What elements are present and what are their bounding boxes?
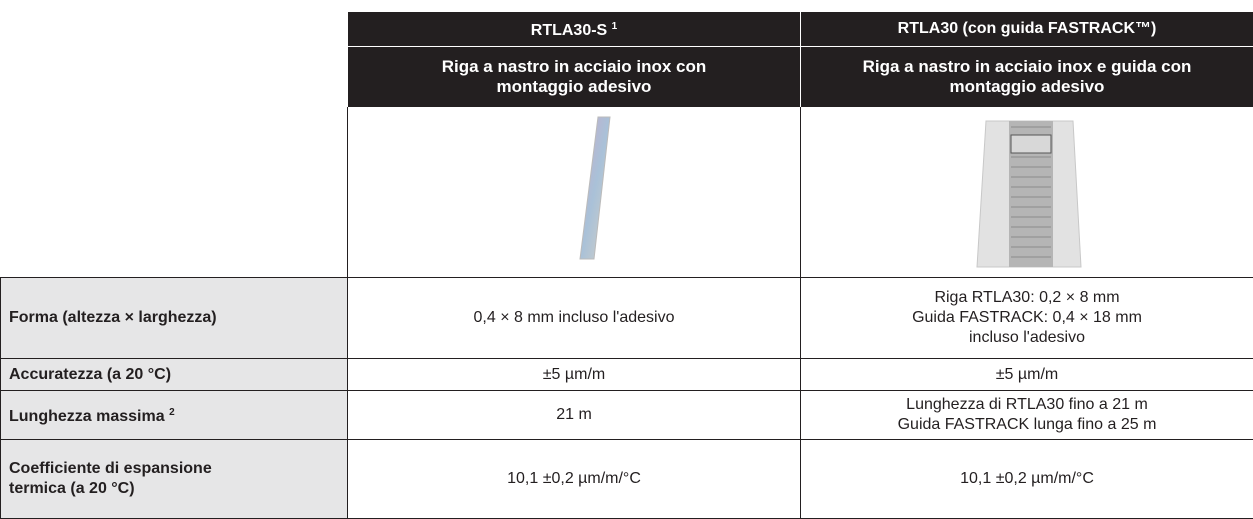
product-image (801, 107, 1253, 278)
text-line: Forma (altezza × larghezza) (9, 308, 339, 328)
footnote-mark: 1 (612, 21, 618, 32)
text-line: 10,1 ±0,2 µm/m/°C (356, 469, 792, 489)
data-cell: 10,1 ±0,2 µm/m/°C (801, 440, 1253, 519)
text-line: Lunghezza di RTLA30 fino a 21 m (809, 395, 1245, 415)
row-label: Lunghezza massima 2 (1, 391, 348, 440)
product-image (348, 107, 801, 278)
empty-corner (1, 12, 348, 278)
text-line: ±5 µm/m (356, 365, 792, 385)
text-line: montaggio adesivo (356, 77, 792, 97)
data-row: Accuratezza (a 20 °C) ±5 µm/m ±5 µm/m (1, 359, 1253, 391)
text-line: 10,1 ±0,2 µm/m/°C (809, 469, 1245, 489)
data-cell: 0,4 × 8 mm incluso l'adesivo (348, 278, 801, 359)
row-label: Forma (altezza × larghezza) (1, 278, 348, 359)
row-label: Accuratezza (a 20 °C) (1, 359, 348, 391)
text-line: 0,4 × 8 mm incluso l'adesivo (356, 308, 792, 328)
text-line: montaggio adesivo (809, 77, 1245, 97)
footnote-mark: 2 (169, 407, 175, 418)
scale-image (348, 107, 801, 271)
text-line: 21 m (356, 405, 792, 425)
data-cell: ±5 µm/m (801, 359, 1253, 391)
header-text: RTLA30-S (531, 22, 607, 39)
text-line: Guida FASTRACK lunga fino a 25 m (809, 415, 1245, 435)
text-line: termica (a 20 °C) (9, 479, 339, 499)
text-line: ±5 µm/m (809, 365, 1245, 385)
data-row: Forma (altezza × larghezza) 0,4 × 8 mm in… (1, 278, 1253, 359)
data-cell: 10,1 ±0,2 µm/m/°C (348, 440, 801, 519)
data-cell: ±5 µm/m (348, 359, 801, 391)
spec-table: RTLA30-S 1 RTLA30 (con guida FASTRACK™) … (0, 12, 1253, 519)
text-line: Guida FASTRACK: 0,4 × 18 mm (809, 308, 1245, 328)
text-line: Lunghezza massima 2 (9, 403, 339, 427)
text-line: Riga a nastro in acciaio inox e guida co… (809, 57, 1245, 77)
column-header: RTLA30-S 1 (348, 12, 801, 47)
data-cell: 21 m (348, 391, 801, 440)
text-line: incluso l'adesivo (809, 328, 1245, 348)
text-line: Riga a nastro in acciaio inox con (356, 57, 792, 77)
header-text: RTLA30 (con guida FASTRACK™) (898, 20, 1157, 37)
fastrack-image (801, 107, 1253, 271)
column-header: RTLA30 (con guida FASTRACK™) (801, 12, 1253, 47)
text-line: Riga RTLA30: 0,2 × 8 mm (809, 288, 1245, 308)
text-line: Accuratezza (a 20 °C) (9, 365, 339, 385)
data-row: Lunghezza massima 2 21 m Lunghezza di RTLA… (1, 391, 1253, 440)
column-subheader: Riga a nastro in acciaio inox e guida co… (801, 47, 1253, 107)
text-line: Coefficiente di espansione (9, 459, 339, 479)
